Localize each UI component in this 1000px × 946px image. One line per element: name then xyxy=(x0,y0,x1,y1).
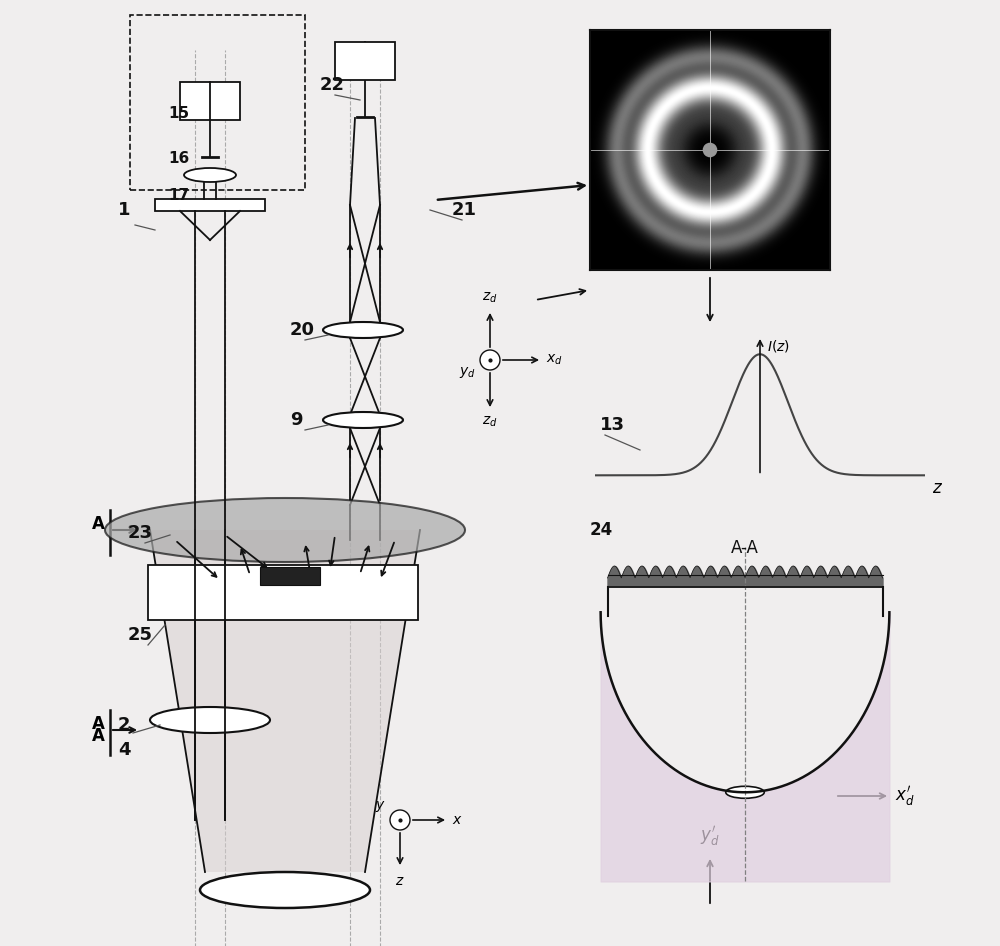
Text: $x_d$: $x_d$ xyxy=(546,353,563,367)
Text: $y_d$: $y_d$ xyxy=(459,365,476,380)
Text: 16: 16 xyxy=(168,151,189,166)
Text: $z_d$: $z_d$ xyxy=(482,415,498,429)
Ellipse shape xyxy=(323,322,403,338)
Ellipse shape xyxy=(323,412,403,428)
Text: 9: 9 xyxy=(290,411,302,429)
Text: 4: 4 xyxy=(118,741,130,759)
Text: 21: 21 xyxy=(452,201,477,219)
Ellipse shape xyxy=(200,872,370,908)
Bar xyxy=(155,199,265,211)
Text: $x$: $x$ xyxy=(452,813,463,827)
Text: 12: 12 xyxy=(604,43,631,62)
Polygon shape xyxy=(150,530,420,872)
Text: 15: 15 xyxy=(168,106,189,121)
Bar xyxy=(260,567,320,585)
Text: 17: 17 xyxy=(168,188,189,203)
Ellipse shape xyxy=(184,168,236,182)
Text: 20: 20 xyxy=(290,321,315,339)
Bar xyxy=(180,82,240,120)
Text: $y_d'$: $y_d'$ xyxy=(700,824,720,848)
Text: A: A xyxy=(92,727,105,745)
Bar xyxy=(335,42,395,80)
Circle shape xyxy=(703,144,717,157)
Text: $z$: $z$ xyxy=(395,874,405,888)
Bar xyxy=(148,565,418,620)
Text: A: A xyxy=(92,715,105,733)
Text: $I(z)$: $I(z)$ xyxy=(767,339,790,355)
Text: 2: 2 xyxy=(118,716,130,734)
Text: $x_d'$: $x_d'$ xyxy=(895,784,915,808)
Text: A: A xyxy=(92,515,105,533)
Text: 1: 1 xyxy=(118,201,130,219)
Circle shape xyxy=(390,810,410,830)
Circle shape xyxy=(480,350,500,370)
Text: 23: 23 xyxy=(128,524,153,542)
Text: $y$: $y$ xyxy=(375,799,386,814)
Ellipse shape xyxy=(726,786,764,798)
Text: 24: 24 xyxy=(590,521,613,539)
Bar xyxy=(130,15,305,190)
Text: 22: 22 xyxy=(320,76,345,94)
Text: A-A: A-A xyxy=(731,538,759,556)
Text: $z_d$: $z_d$ xyxy=(482,290,498,305)
Text: 13: 13 xyxy=(600,416,625,434)
Text: $z$: $z$ xyxy=(932,479,943,497)
Ellipse shape xyxy=(105,498,465,562)
Ellipse shape xyxy=(150,707,270,733)
Text: 25: 25 xyxy=(128,626,153,644)
